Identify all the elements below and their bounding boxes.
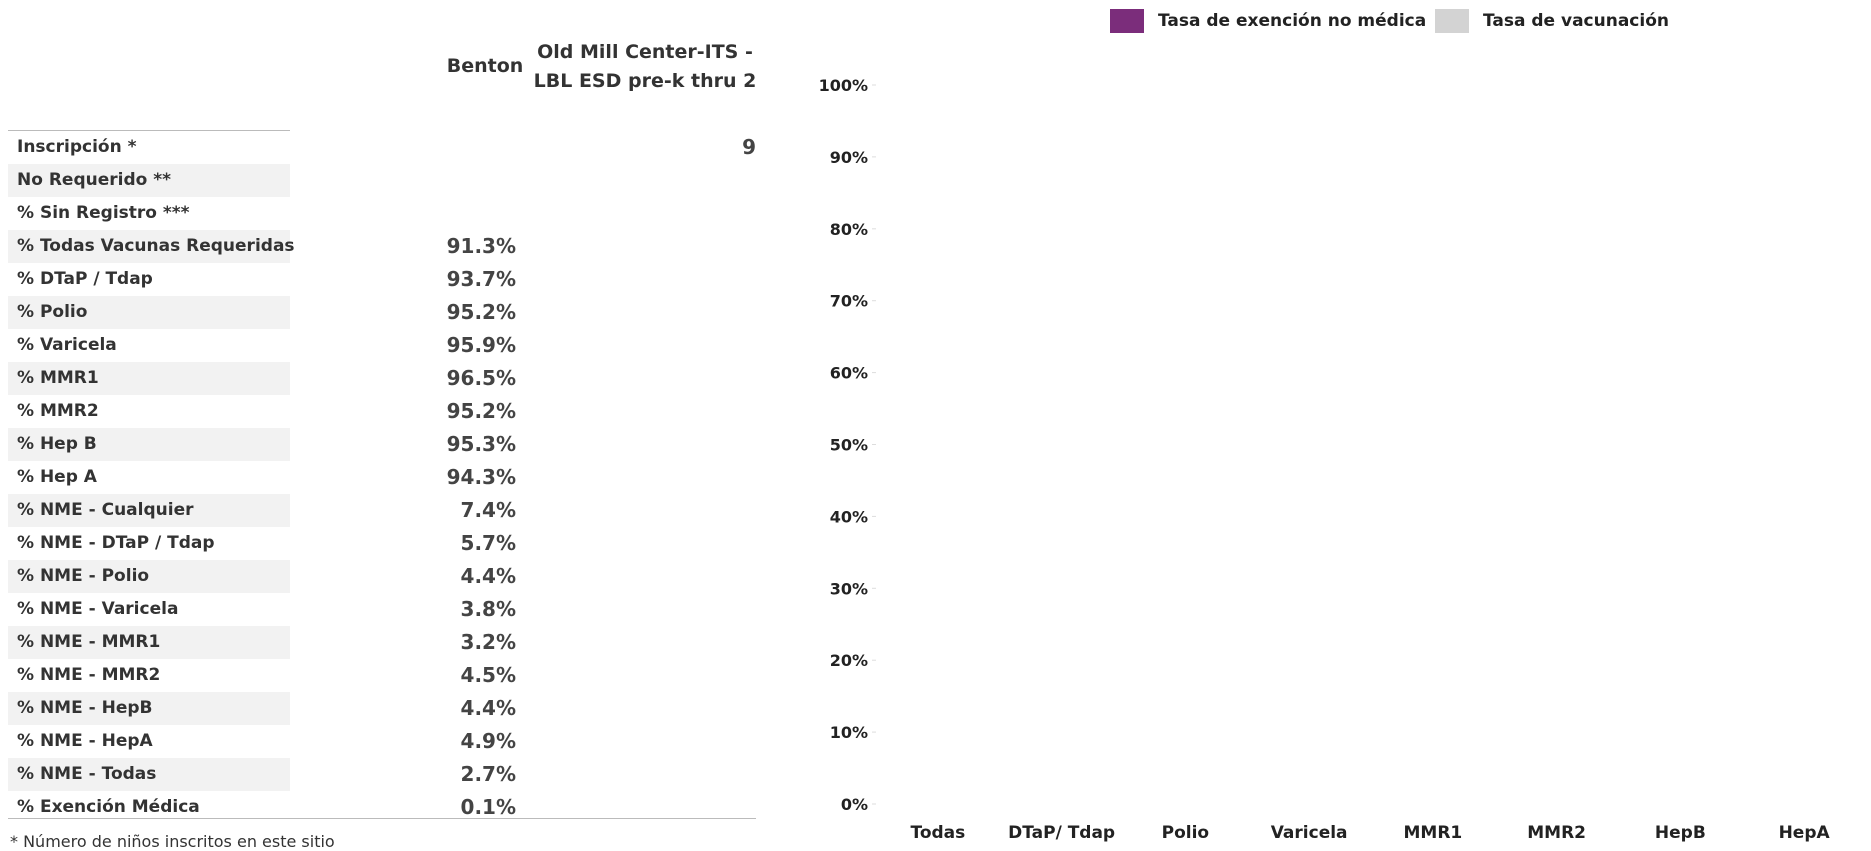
row-label: % Exención Médica [17, 797, 200, 817]
row-label: % NME - Cualquier [17, 500, 194, 520]
column-header-school-line1: Old Mill Center-ITS - [537, 41, 753, 63]
row-band [8, 230, 290, 263]
row-label: % NME - DTaP / Tdap [17, 533, 215, 553]
row-label: % Polio [17, 302, 88, 322]
y-tick-label: 80% [830, 220, 868, 239]
column-header-school-line2: LBL ESD pre-k thru 2 [533, 70, 757, 92]
row-label: % NME - HepB [17, 698, 153, 718]
row-label: % NME - HepA [17, 731, 153, 751]
y-tick-label: 30% [830, 579, 868, 598]
row-label: % Sin Registro *** [17, 203, 190, 223]
county-value: 95.3% [446, 432, 516, 456]
county-value: 95.2% [446, 399, 516, 423]
footnote: * Número de niños inscritos en este siti… [10, 832, 335, 851]
row-band [8, 626, 290, 659]
column-header-county: Benton [446, 55, 524, 77]
county-value: 4.4% [460, 564, 516, 588]
chart-plot-area: 0% 10% 20% 30% 40% 50% 60% 70% 80% 90% 100% Todas DT… [819, 76, 1831, 843]
row-band [8, 758, 290, 791]
row-label: % Varicela [17, 335, 117, 355]
row-label: % Hep B [17, 434, 97, 454]
row-label: % Todas Vacunas Requeridas [17, 236, 295, 256]
county-value: 4.4% [460, 696, 516, 720]
y-tick-label: 50% [830, 436, 868, 455]
column-header-school: Old Mill Center-ITS - LBL ESD pre-k thru… [530, 38, 760, 96]
row-band [8, 560, 290, 593]
county-value: 96.5% [446, 366, 516, 390]
x-tick-label: Varicela [1271, 823, 1348, 843]
row-band [8, 428, 290, 461]
row-label: No Requerido ** [17, 170, 172, 190]
county-value: 5.7% [460, 531, 516, 555]
legend-swatch-vaccination [1435, 9, 1469, 33]
y-tick-label: 60% [830, 364, 868, 383]
county-value: 3.8% [460, 597, 516, 621]
county-value: 95.2% [446, 300, 516, 324]
county-value: 93.7% [446, 267, 516, 291]
school-value: 9 [742, 135, 756, 159]
county-value: 2.7% [460, 762, 516, 786]
bar-chart: Tasa de exención no médica Tasa de vacun… [780, 0, 1871, 847]
row-label: % Hep A [17, 467, 97, 487]
y-tick-label: 40% [830, 507, 868, 526]
row-label: % NME - Varicela [17, 599, 179, 619]
county-value: 4.5% [460, 663, 516, 687]
y-tick-label: 70% [830, 292, 868, 311]
county-value: 91.3% [446, 234, 516, 258]
x-tick-label: MMR2 [1527, 823, 1586, 843]
legend-swatch-nme [1110, 9, 1144, 33]
county-value: 94.3% [446, 465, 516, 489]
row-band [8, 164, 290, 197]
county-value: 7.4% [460, 498, 516, 522]
legend-label-nme: Tasa de exención no médica [1158, 11, 1427, 31]
row-band [8, 494, 290, 527]
y-tick-label: 10% [830, 723, 868, 742]
row-label: % MMR2 [17, 401, 99, 421]
x-tick-label: DTaP/ Tdap [1008, 823, 1115, 843]
x-tick-label: HepB [1655, 823, 1706, 843]
row-label: Inscripción * [17, 137, 137, 157]
y-tick-label: 0% [841, 795, 868, 814]
row-label: % NME - Todas [17, 764, 157, 784]
x-tick-label: Todas [910, 823, 965, 843]
row-band [8, 296, 290, 329]
county-value: 95.9% [446, 333, 516, 357]
row-label: % NME - MMR1 [17, 632, 161, 652]
row-label: % DTaP / Tdap [17, 269, 153, 289]
y-tick-label: 100% [819, 76, 868, 95]
county-value: 4.9% [460, 729, 516, 753]
table-bottom-rule [8, 818, 756, 819]
x-tick-label: HepA [1779, 823, 1831, 843]
table-top-rule [8, 130, 290, 131]
x-tick-label: MMR1 [1403, 823, 1462, 843]
row-label: % MMR1 [17, 368, 99, 388]
x-tick-label: Polio [1162, 823, 1209, 843]
row-label: % NME - MMR2 [17, 665, 161, 685]
y-tick-label: 20% [830, 651, 868, 670]
county-value: 3.2% [460, 630, 516, 654]
y-tick-label: 90% [830, 148, 868, 167]
row-band [8, 692, 290, 725]
row-label: % NME - Polio [17, 566, 150, 586]
legend-label-vaccination: Tasa de vacunación [1483, 11, 1669, 31]
county-value: 0.1% [460, 795, 516, 819]
row-band [8, 362, 290, 395]
